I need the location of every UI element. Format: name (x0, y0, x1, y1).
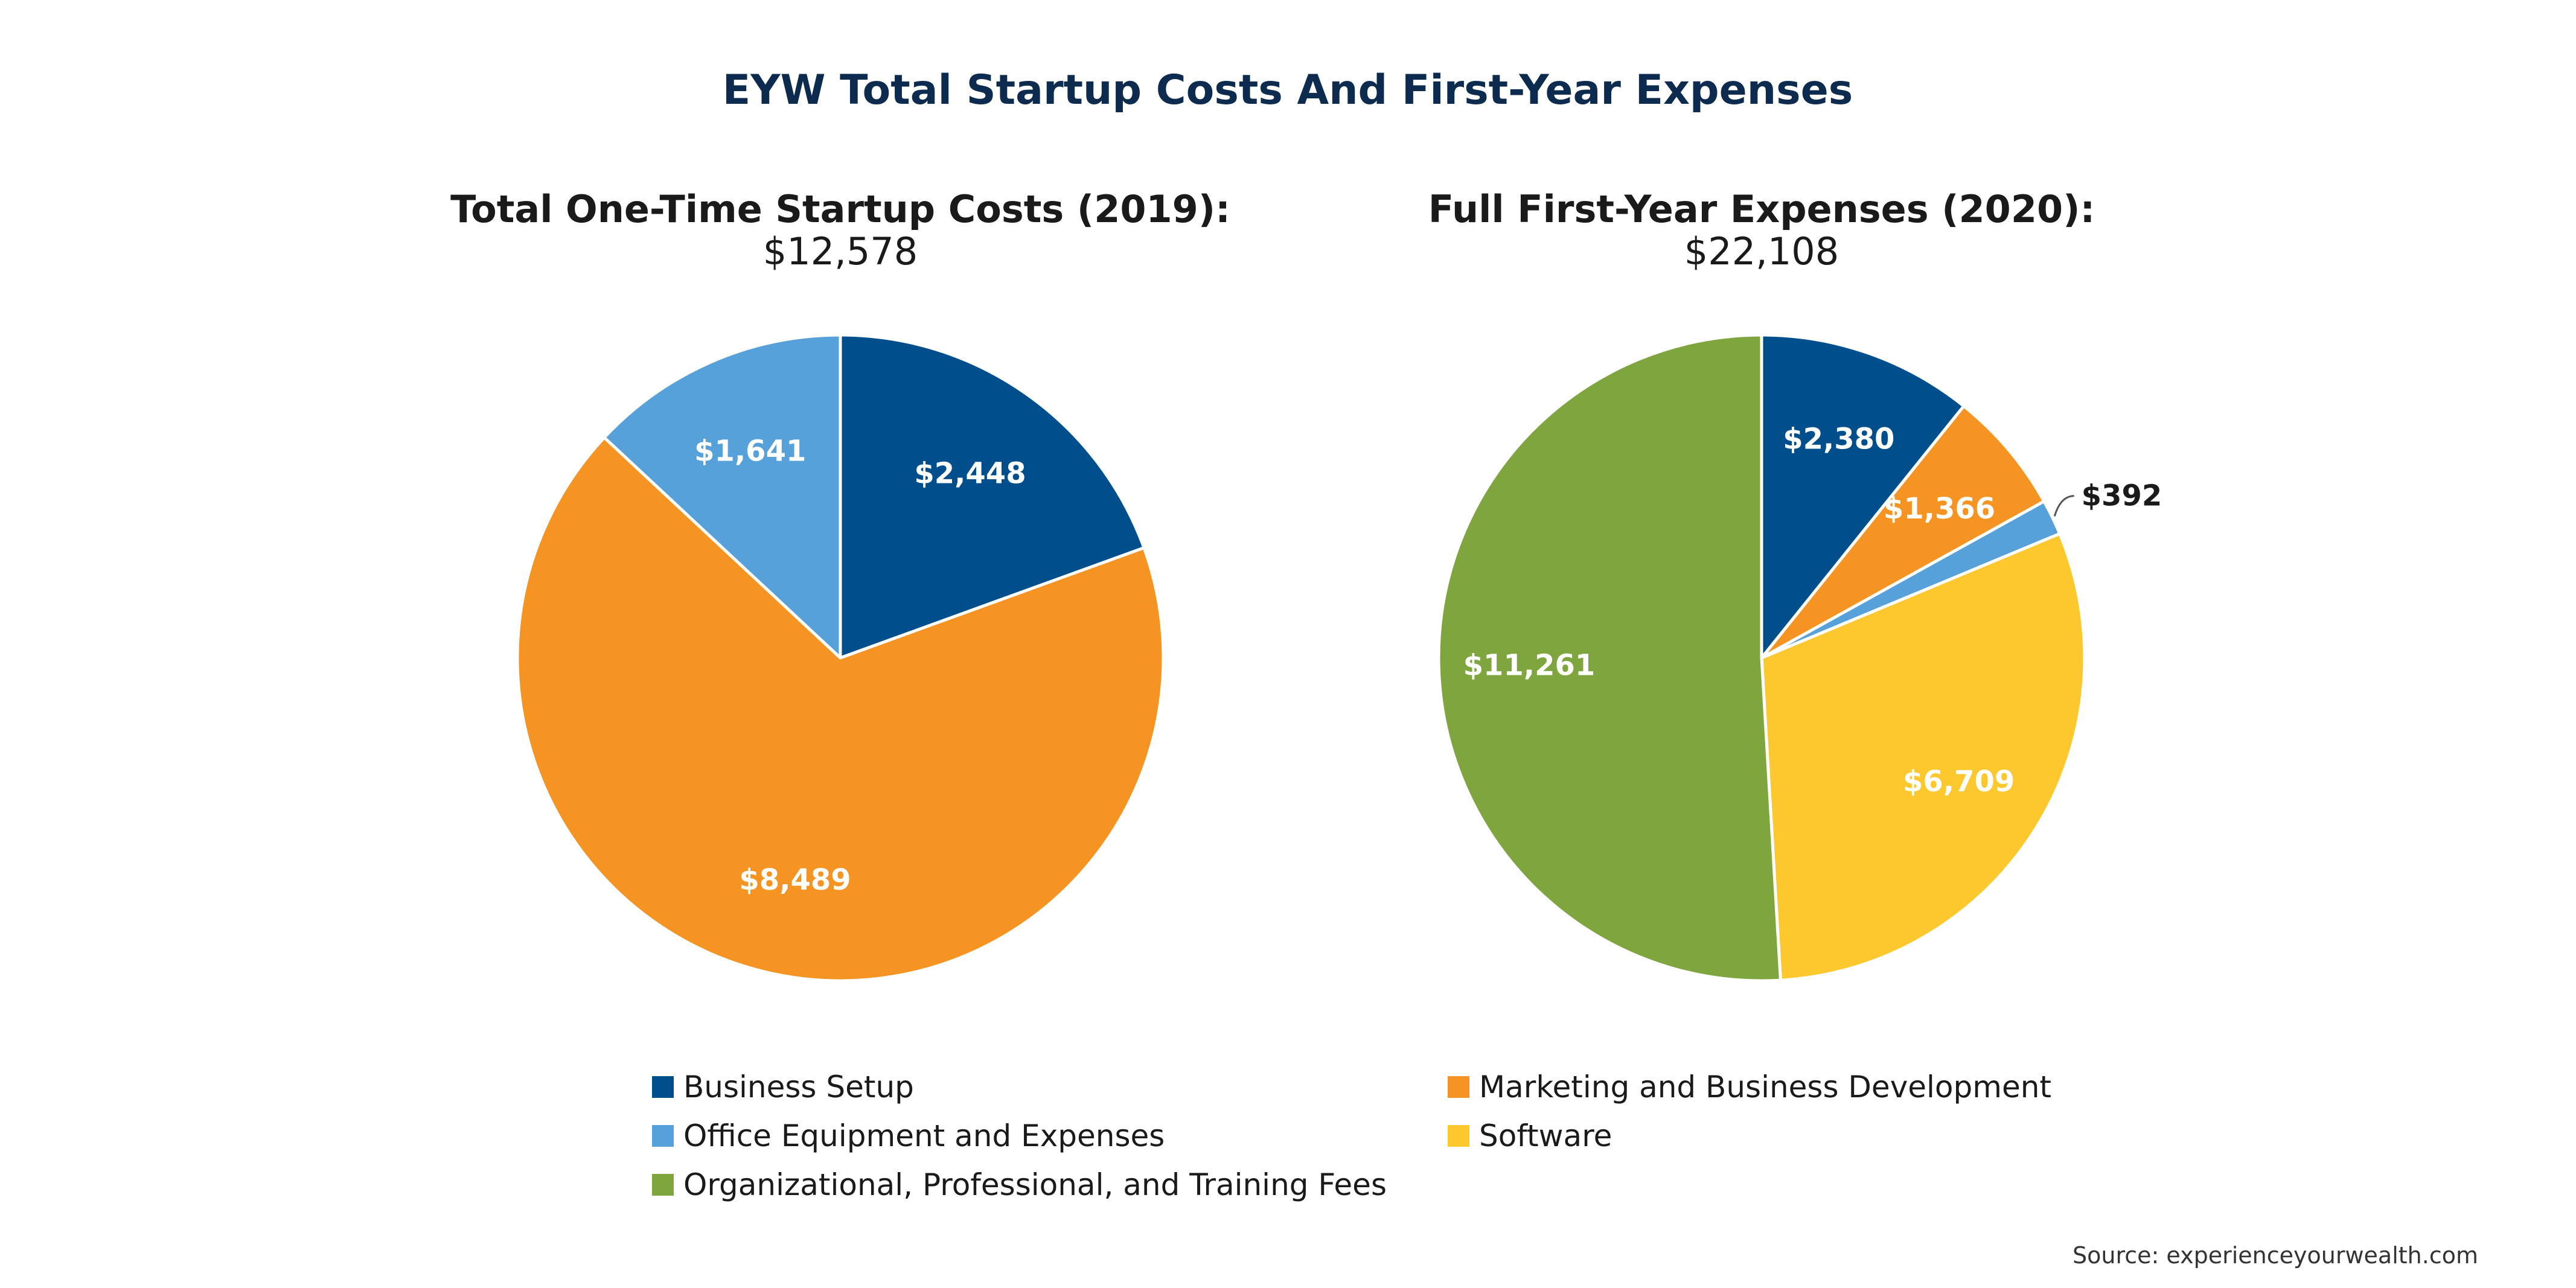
pie-slice-software (1760, 532, 2086, 982)
legend: Business Setup Marketing and Business De… (652, 1070, 2051, 1202)
legend-item-marketing: Marketing and Business Development (1448, 1070, 2051, 1105)
legend-item-organizational: Organizational, Professional, and Traini… (652, 1167, 1387, 1202)
left-pie-title: Total One-Time Startup Costs (2019): (450, 187, 1230, 231)
slice-label-office-equipment-and-expenses: $392 (2082, 479, 2162, 513)
slice-label-marketing-and-business-development: $8,489 (739, 863, 851, 897)
left-pie: $2,448 $8,489 $1,641 (516, 333, 1165, 983)
slice-label-marketing-and-business-development: $1,366 (1884, 492, 1995, 526)
legend-label: Marketing and Business Development (1479, 1070, 2051, 1105)
pie-slice-office-equipment-and-expenses (602, 333, 842, 660)
pie-slice-business-setup (839, 333, 1146, 660)
legend-swatch (652, 1076, 674, 1098)
legend-swatch (652, 1125, 674, 1147)
legend-swatch (1448, 1125, 1469, 1147)
legend-label: Office Equipment and Expenses (683, 1118, 1165, 1153)
legend-item-office: Office Equipment and Expenses (652, 1118, 1165, 1153)
pie-slice-organizational-professional-and-training-fees (1437, 333, 1782, 983)
legend-label: Business Setup (683, 1070, 914, 1105)
right-pie-total: $22,108 (1684, 229, 1839, 273)
legend-item-software: Software (1448, 1118, 1612, 1153)
source-note: Source: experienceyourwealth.com (2073, 1242, 2478, 1269)
legend-label: Software (1479, 1118, 1612, 1153)
chart-title: EYW Total Startup Costs And First-Year E… (723, 66, 1853, 114)
legend-swatch (1448, 1076, 1469, 1098)
pie-slice-marketing-and-business-development (516, 436, 1165, 983)
slice-label-office-equipment-and-expenses: $1,641 (694, 435, 806, 468)
left-pie-total: $12,578 (763, 229, 918, 273)
slice-label-organizational-professional-and-training-fees: $11,261 (1463, 648, 1596, 682)
legend-item-business-setup: Business Setup (652, 1070, 914, 1105)
pie-slice-marketing-and-business-development (1760, 404, 2046, 660)
legend-swatch (652, 1174, 674, 1196)
pie-slice-business-setup (1760, 333, 1966, 660)
slice-label-business-setup: $2,380 (1783, 422, 1894, 456)
slice-label-software: $6,709 (1903, 765, 2015, 799)
legend-label: Organizational, Professional, and Traini… (683, 1167, 1387, 1202)
slice-leader-line (2053, 495, 2074, 517)
slice-label-business-setup: $2,448 (914, 456, 1026, 490)
right-pie: $2,380 $1,366 $392 $6,709 $11,261 (1437, 333, 2162, 983)
right-pie-title: Full First-Year Expenses (2020): (1428, 187, 2095, 231)
